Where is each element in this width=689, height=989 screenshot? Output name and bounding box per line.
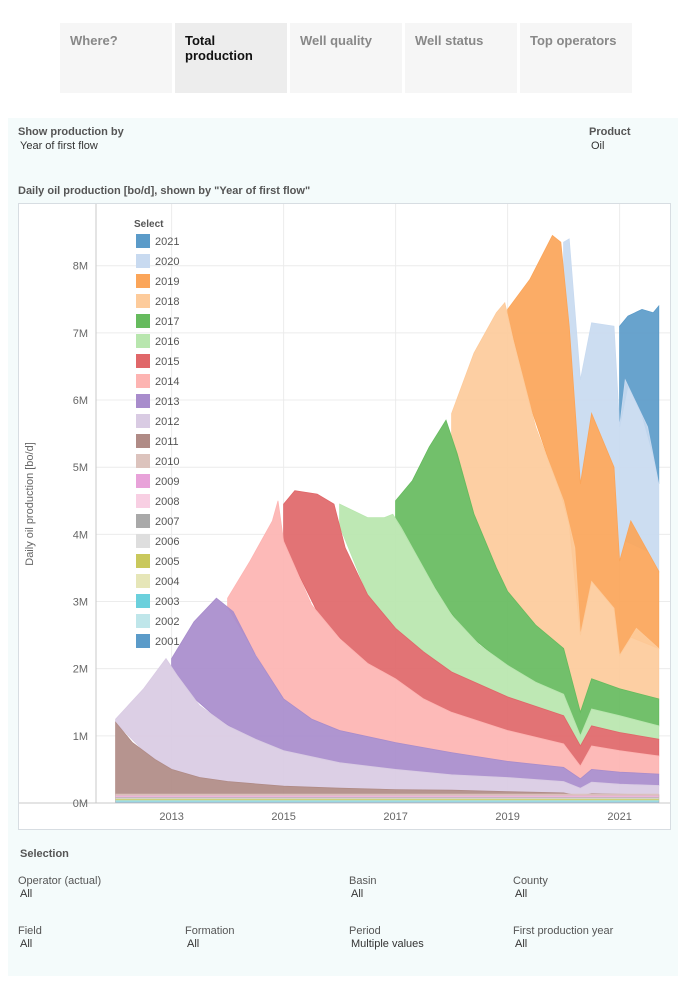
legend-swatch-2021[interactable]: [136, 234, 150, 248]
y-tick-label: 7M: [73, 328, 88, 340]
legend-swatch-2007[interactable]: [136, 514, 150, 528]
legend-swatch-2012[interactable]: [136, 414, 150, 428]
y-tick-label: 1M: [73, 731, 88, 743]
area-2010[interactable]: [115, 793, 659, 796]
legend-item-2020[interactable]: 2020: [155, 256, 179, 268]
legend-title: Select: [134, 219, 164, 230]
legend-swatch-2010[interactable]: [136, 454, 150, 468]
product-label: Product: [589, 126, 631, 138]
legend-swatch-2009[interactable]: [136, 474, 150, 488]
show-by-select[interactable]: Year of first flow: [20, 140, 98, 152]
legend-item-2017[interactable]: 2017: [155, 316, 179, 328]
y-axis-label: Daily oil production [bo/d]: [24, 442, 36, 566]
y-tick-label: 6M: [73, 395, 88, 407]
legend-swatch-2002[interactable]: [136, 614, 150, 628]
filter-basin-label: Basin: [349, 875, 377, 887]
legend-swatch-2020[interactable]: [136, 254, 150, 268]
filter-county-label: County: [513, 875, 548, 887]
x-tick-label: 2013: [159, 811, 183, 823]
legend-item-2006[interactable]: 2006: [155, 536, 179, 548]
legend-item-2016[interactable]: 2016: [155, 336, 179, 348]
legend-swatch-2013[interactable]: [136, 394, 150, 408]
legend-swatch-2008[interactable]: [136, 494, 150, 508]
chart-legend: Select 2021 2020 2019 2018 2017 2016 2015 2014 20…: [134, 219, 179, 648]
legend-swatch-2017[interactable]: [136, 314, 150, 328]
legend-item-2015[interactable]: 2015: [155, 356, 179, 368]
legend-item-2018[interactable]: 2018: [155, 296, 179, 308]
y-tick-label: 8M: [73, 261, 88, 273]
tab-total-production[interactable]: Total production: [175, 23, 287, 93]
legend-swatch-2006[interactable]: [136, 534, 150, 548]
legend-item-2012[interactable]: 2012: [155, 416, 179, 428]
legend-item-2007[interactable]: 2007: [155, 516, 179, 528]
dashboard-tabs: Where? Total production Well quality Wel…: [60, 23, 632, 93]
legend-item-2021[interactable]: 2021: [155, 236, 179, 248]
filter-period-value[interactable]: Multiple values: [351, 938, 424, 950]
area-chart: 0M 1M 2M 3M 4M 5M 6M 7M 8M 2013 2015 2017 2019 2021 Da…: [19, 204, 670, 823]
legend-swatch-2004[interactable]: [136, 574, 150, 588]
legend-item-2013[interactable]: 2013: [155, 396, 179, 408]
legend-item-2010[interactable]: 2010: [155, 456, 179, 468]
legend-swatch-2001[interactable]: [136, 634, 150, 648]
filter-formation-value[interactable]: All: [187, 938, 200, 950]
filter-formation-label: Formation: [185, 925, 235, 937]
legend-swatch-2011[interactable]: [136, 434, 150, 448]
x-tick-label: 2021: [607, 811, 631, 823]
legend-item-2003[interactable]: 2003: [155, 596, 179, 608]
legend-swatch-2015[interactable]: [136, 354, 150, 368]
filter-first-year-label: First production year: [513, 925, 614, 937]
filter-operator-value[interactable]: All: [20, 888, 33, 900]
legend-swatch-2003[interactable]: [136, 594, 150, 608]
y-tick-label: 5M: [73, 462, 88, 474]
x-tick-label: 2017: [383, 811, 407, 823]
legend-swatch-2016[interactable]: [136, 334, 150, 348]
tab-well-status[interactable]: Well status: [405, 23, 517, 93]
chart-areas: [115, 234, 660, 804]
legend-item-2004[interactable]: 2004: [155, 576, 179, 588]
legend-item-2011[interactable]: 2011: [155, 436, 179, 448]
filter-field-value[interactable]: All: [20, 938, 33, 950]
product-select[interactable]: Oil: [591, 140, 605, 152]
filter-county-value[interactable]: All: [515, 888, 528, 900]
tab-top-operators[interactable]: Top operators: [520, 23, 632, 93]
legend-item-2009[interactable]: 2009: [155, 476, 179, 488]
y-tick-label: 4M: [73, 529, 88, 541]
legend-swatch-2018[interactable]: [136, 294, 150, 308]
selection-title: Selection: [20, 848, 69, 860]
legend-swatch-2014[interactable]: [136, 374, 150, 388]
tab-where[interactable]: Where?: [60, 23, 172, 93]
filter-basin-value[interactable]: All: [351, 888, 364, 900]
legend-item-2001[interactable]: 2001: [155, 636, 179, 648]
filter-first-year-value[interactable]: All: [515, 938, 528, 950]
y-tick-label: 0M: [73, 798, 88, 810]
filter-field-label: Field: [18, 925, 42, 937]
chart-axes: 0M 1M 2M 3M 4M 5M 6M 7M 8M 2013 2015 2017 2019 2021 Da…: [19, 204, 670, 823]
legend-item-2002[interactable]: 2002: [155, 616, 179, 628]
filter-operator-label: Operator (actual): [18, 875, 102, 887]
chart-title: Daily oil production [bo/d], shown by "Y…: [18, 185, 311, 197]
legend-swatch-2019[interactable]: [136, 274, 150, 288]
y-tick-label: 2M: [73, 664, 88, 676]
legend-swatch-2005[interactable]: [136, 554, 150, 568]
legend-item-2014[interactable]: 2014: [155, 376, 179, 388]
legend-item-2019[interactable]: 2019: [155, 276, 179, 288]
y-tick-label: 3M: [73, 597, 88, 609]
x-tick-label: 2019: [495, 811, 519, 823]
legend-item-2008[interactable]: 2008: [155, 496, 179, 508]
chart-container: 0M 1M 2M 3M 4M 5M 6M 7M 8M 2013 2015 2017 2019 2021 Da…: [18, 203, 671, 830]
filter-period-label: Period: [349, 925, 381, 937]
tab-well-quality[interactable]: Well quality: [290, 23, 402, 93]
x-tick-label: 2015: [271, 811, 295, 823]
legend-item-2005[interactable]: 2005: [155, 556, 179, 568]
show-by-label: Show production by: [18, 126, 124, 138]
